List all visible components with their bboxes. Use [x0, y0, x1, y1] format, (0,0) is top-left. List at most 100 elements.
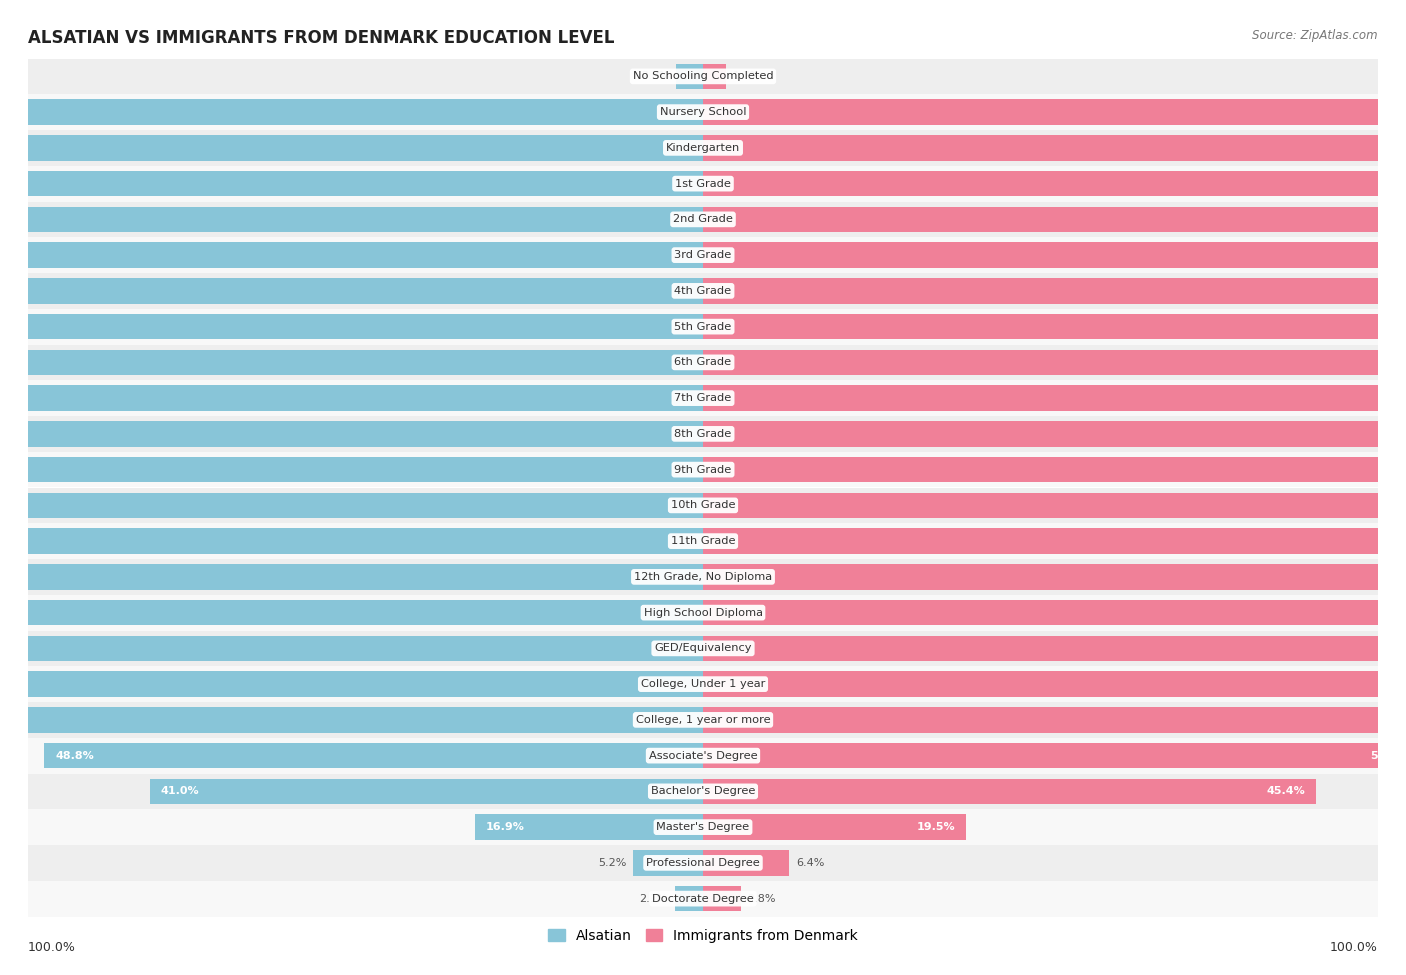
- Text: 100.0%: 100.0%: [1330, 941, 1378, 954]
- Text: College, Under 1 year: College, Under 1 year: [641, 680, 765, 689]
- Text: 16.9%: 16.9%: [485, 822, 524, 832]
- Bar: [28, 666, 1378, 702]
- Text: 2.8%: 2.8%: [748, 894, 776, 904]
- Bar: [28, 773, 1378, 809]
- Text: 3rd Grade: 3rd Grade: [675, 251, 731, 260]
- Bar: [28, 416, 1378, 451]
- Bar: [703, 885, 741, 912]
- Text: 10th Grade: 10th Grade: [671, 500, 735, 510]
- Text: Bachelor's Degree: Bachelor's Degree: [651, 787, 755, 797]
- Text: 4th Grade: 4th Grade: [675, 286, 731, 295]
- Bar: [703, 492, 1406, 519]
- Bar: [0, 314, 703, 339]
- Bar: [703, 278, 1406, 304]
- Text: 1st Grade: 1st Grade: [675, 178, 731, 188]
- Legend: Alsatian, Immigrants from Denmark: Alsatian, Immigrants from Denmark: [543, 923, 863, 948]
- Text: 8th Grade: 8th Grade: [675, 429, 731, 439]
- Text: Kindergarten: Kindergarten: [666, 143, 740, 153]
- Bar: [28, 380, 1378, 416]
- Bar: [28, 524, 1378, 559]
- Text: 9th Grade: 9th Grade: [675, 465, 731, 475]
- Bar: [0, 207, 703, 232]
- Bar: [0, 564, 703, 590]
- Bar: [28, 738, 1378, 773]
- Bar: [703, 349, 1406, 375]
- Bar: [703, 528, 1406, 554]
- Bar: [28, 451, 1378, 488]
- Bar: [28, 631, 1378, 666]
- Bar: [675, 885, 703, 912]
- Bar: [28, 344, 1378, 380]
- Text: Professional Degree: Professional Degree: [647, 858, 759, 868]
- Text: 45.4%: 45.4%: [1267, 787, 1305, 797]
- Text: 2.1%: 2.1%: [640, 894, 668, 904]
- Text: 41.0%: 41.0%: [160, 787, 200, 797]
- Text: College, 1 year or more: College, 1 year or more: [636, 715, 770, 724]
- Bar: [0, 671, 703, 697]
- Text: 12th Grade, No Diploma: 12th Grade, No Diploma: [634, 572, 772, 582]
- Bar: [28, 845, 1378, 880]
- Text: High School Diploma: High School Diploma: [644, 607, 762, 617]
- Bar: [0, 99, 703, 125]
- Bar: [0, 528, 703, 554]
- Bar: [703, 99, 1406, 125]
- Text: Source: ZipAtlas.com: Source: ZipAtlas.com: [1253, 29, 1378, 42]
- Bar: [703, 314, 1406, 339]
- Bar: [703, 456, 1406, 483]
- Bar: [28, 309, 1378, 344]
- Bar: [28, 130, 1378, 166]
- Bar: [45, 743, 703, 768]
- Bar: [28, 166, 1378, 202]
- Bar: [0, 385, 703, 411]
- Text: 7th Grade: 7th Grade: [675, 393, 731, 403]
- Bar: [0, 421, 703, 447]
- Bar: [28, 595, 1378, 631]
- Bar: [703, 600, 1406, 626]
- Text: 19.5%: 19.5%: [917, 822, 956, 832]
- Bar: [28, 702, 1378, 738]
- Bar: [0, 707, 703, 733]
- Bar: [28, 58, 1378, 95]
- Bar: [28, 237, 1378, 273]
- Text: 5th Grade: 5th Grade: [675, 322, 731, 332]
- Text: 11th Grade: 11th Grade: [671, 536, 735, 546]
- Text: 48.8%: 48.8%: [55, 751, 94, 760]
- Bar: [703, 135, 1406, 161]
- Text: 1.7%: 1.7%: [733, 71, 761, 81]
- Bar: [28, 273, 1378, 309]
- Bar: [0, 135, 703, 161]
- Text: ALSATIAN VS IMMIGRANTS FROM DENMARK EDUCATION LEVEL: ALSATIAN VS IMMIGRANTS FROM DENMARK EDUC…: [28, 29, 614, 47]
- Bar: [28, 488, 1378, 524]
- Bar: [703, 814, 966, 840]
- Bar: [0, 600, 703, 626]
- Text: 6th Grade: 6th Grade: [675, 358, 731, 368]
- Bar: [28, 880, 1378, 916]
- Bar: [703, 636, 1406, 661]
- Bar: [703, 242, 1406, 268]
- Bar: [703, 421, 1406, 447]
- Text: 6.4%: 6.4%: [796, 858, 824, 868]
- Bar: [28, 809, 1378, 845]
- Bar: [0, 456, 703, 483]
- Text: Associate's Degree: Associate's Degree: [648, 751, 758, 760]
- Bar: [703, 778, 1316, 804]
- Bar: [0, 492, 703, 519]
- Bar: [703, 385, 1406, 411]
- Text: Nursery School: Nursery School: [659, 107, 747, 117]
- Text: 2.0%: 2.0%: [641, 71, 669, 81]
- Bar: [0, 242, 703, 268]
- Text: No Schooling Completed: No Schooling Completed: [633, 71, 773, 81]
- Text: 5.2%: 5.2%: [598, 858, 626, 868]
- Text: GED/Equivalency: GED/Equivalency: [654, 644, 752, 653]
- Text: Master's Degree: Master's Degree: [657, 822, 749, 832]
- Bar: [0, 349, 703, 375]
- Bar: [475, 814, 703, 840]
- Text: Doctorate Degree: Doctorate Degree: [652, 894, 754, 904]
- Bar: [28, 95, 1378, 130]
- Bar: [0, 171, 703, 197]
- Bar: [676, 63, 703, 90]
- Bar: [703, 564, 1406, 590]
- Text: 100.0%: 100.0%: [28, 941, 76, 954]
- Bar: [703, 743, 1406, 768]
- Bar: [0, 636, 703, 661]
